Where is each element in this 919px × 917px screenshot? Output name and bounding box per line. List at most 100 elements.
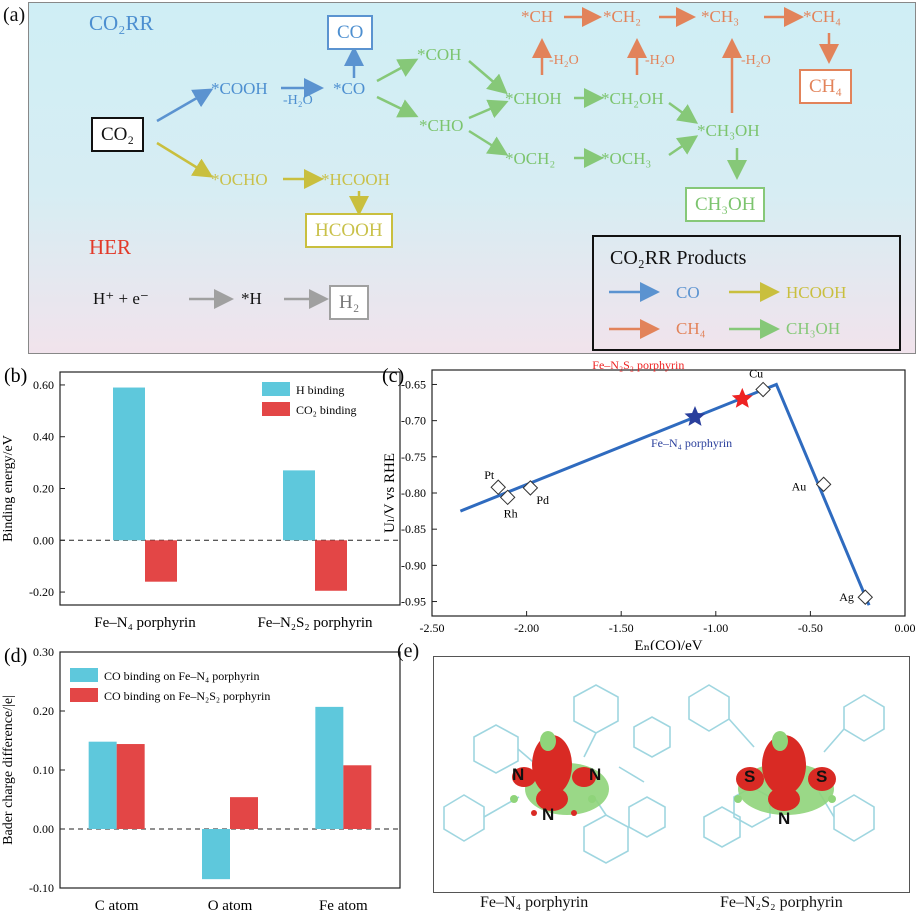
x-axis-label: Eₙ(CO)/eV	[634, 638, 702, 650]
caption-fe-n2s2: Fe–N₂S₂ porphyrin	[720, 894, 843, 911]
legend-swatch	[70, 668, 98, 682]
her-title: HER	[89, 235, 131, 259]
metal-label: Au	[792, 479, 807, 493]
metal-label: Rh	[504, 506, 518, 520]
och3-species: *OCH₃	[601, 149, 652, 168]
legend-swatch	[70, 688, 98, 702]
y-tick-label: -0.65	[401, 377, 426, 391]
ch3oh-product-box: CH₃OH	[685, 187, 766, 222]
h-adsorbed: *H	[241, 289, 262, 308]
panel-label: (d)	[4, 645, 27, 667]
y-tick-label: 0.30	[33, 645, 54, 659]
metal-point	[857, 589, 874, 605]
och2-species: *OCH₂	[505, 149, 556, 168]
legend-title: CO₂RR Products	[610, 247, 747, 269]
bar-1	[315, 540, 347, 591]
x-tick-label: 0.00	[895, 621, 916, 635]
co2rr-title: CO₂RR	[89, 11, 154, 35]
co-adsorbed: *CO	[333, 79, 366, 98]
h2o-label-4: -H₂O	[741, 53, 771, 68]
choh-species: *CHOH	[505, 89, 562, 108]
y-tick-label: 0.40	[33, 430, 54, 444]
legend-label: H binding	[296, 383, 344, 397]
left-atom-n2: N	[589, 765, 602, 784]
bar-0	[113, 387, 145, 541]
hcooh-adsorbed: *HCOOH	[321, 170, 390, 189]
y-tick-label: 0.10	[33, 763, 54, 777]
bar-0	[283, 470, 315, 541]
reaction-pathway-panel: CO₂RR HER CO₂ CO *COOH -H₂O *CO *COH *CH…	[28, 2, 916, 354]
metal-label: Cu	[749, 367, 763, 381]
y-tick-label: -0.20	[29, 585, 54, 599]
ch4-product-box: CH₄	[799, 69, 853, 104]
right-atom-s1: S	[744, 767, 756, 786]
chart-c: (c) -2.50 -2.00 -1.50 -1.00 -0.50 0.00 -0.95 -0.…	[382, 360, 916, 650]
metal-label: Ag	[839, 590, 854, 604]
x-tick-label: -2.50	[420, 621, 445, 635]
h2-product-box: H₂	[329, 285, 370, 320]
panel-a-label: (a)	[3, 4, 26, 26]
right-atom-s2: S	[816, 767, 828, 786]
panel-label: (c)	[382, 365, 404, 387]
y-axis-label: Uₗ/V vs RHE	[382, 453, 398, 533]
ch3-species: *CH₃	[701, 7, 740, 26]
bar-0	[315, 706, 344, 829]
ocho-species: *OCHO	[211, 170, 268, 189]
bar-0	[88, 741, 117, 829]
x-category-label: Fe atom	[319, 898, 368, 914]
legend-swatch	[262, 382, 290, 396]
y-tick-label: 0.00	[33, 822, 54, 836]
y-tick-label: -0.75	[401, 450, 426, 464]
left-atom-n1: N	[512, 765, 525, 784]
star-fe-n2s2	[731, 387, 753, 408]
left-atom-n3: N	[542, 805, 555, 824]
legend-label: CO binding on Fe–N₂S₂ porphyrin	[104, 689, 270, 703]
chart-d: (d) -0.10 0.00 0.10 0.20 0.30 C atom O atom Fe a…	[1, 645, 401, 914]
metal-label: Pt	[484, 468, 495, 482]
right-isosurface	[734, 731, 836, 815]
y-tick-label: -0.90	[401, 558, 426, 572]
h2o-label-2: -H₂O	[549, 53, 579, 68]
y-tick-label: -0.95	[401, 595, 426, 609]
y-tick-label: 0.20	[33, 704, 54, 718]
y-tick-label: 0.00	[33, 533, 54, 547]
h2o-label-3: -H₂O	[645, 53, 675, 68]
y-axis-label: Binding energy/eV	[1, 435, 16, 542]
star-label-fe-n4: Fe–N₄ porphyrin	[651, 436, 732, 450]
metal-point	[755, 381, 771, 398]
x-tick-label: -0.50	[798, 621, 823, 635]
legend-hcooh: HCOOH	[786, 283, 847, 302]
volcano-line	[459, 382, 871, 606]
x-tick-label: -1.50	[609, 621, 634, 635]
ch3oh-adsorbed: *CH₃OH	[697, 121, 760, 140]
bar-0	[202, 829, 230, 880]
y-tick-label: 0.20	[33, 482, 54, 496]
charge-density-panel: N N N S S N	[433, 656, 910, 893]
chart-b: (b) -0.20 0.00 0.20 0.40 0.60 Fe–N₄ porphyrin F…	[1, 365, 401, 631]
left-isosurface	[510, 731, 609, 816]
legend-box: CO₂RR Products CO HCOOH CH₄ CH₃OH	[592, 235, 901, 351]
cho-species: *CHO	[419, 116, 464, 135]
y-tick-label: -0.85	[401, 522, 426, 536]
x-category-label: O atom	[208, 898, 253, 914]
y-tick-label: -0.80	[401, 486, 426, 500]
cooh-species: *COOH	[211, 79, 268, 98]
ch-species: *CH	[521, 7, 554, 26]
co-product-box: CO	[327, 15, 374, 50]
x-tick-label: -2.00	[514, 621, 539, 635]
panel-label: (b)	[4, 365, 27, 387]
metal-label: Pd	[536, 493, 549, 507]
x-category-label: Fe–N₂S₂ porphyrin	[257, 615, 373, 631]
h2o-label-1: -H₂O	[283, 93, 313, 108]
legend-ch3oh: CH₃OH	[786, 319, 841, 338]
ch2-species: *CH₂	[603, 7, 642, 26]
hcooh-product-box: HCOOH	[305, 213, 393, 248]
panel-e-label: (e)	[397, 640, 420, 662]
legend-swatch	[262, 402, 290, 416]
metal-point	[522, 480, 539, 496]
star-fe-n4	[684, 406, 706, 426]
coh-species: *COH	[417, 45, 462, 64]
her-reactants: H⁺ + e⁻	[93, 289, 149, 308]
x-category-label: Fe–N₄ porphyrin	[94, 615, 196, 631]
co2-box: CO₂	[91, 117, 145, 152]
